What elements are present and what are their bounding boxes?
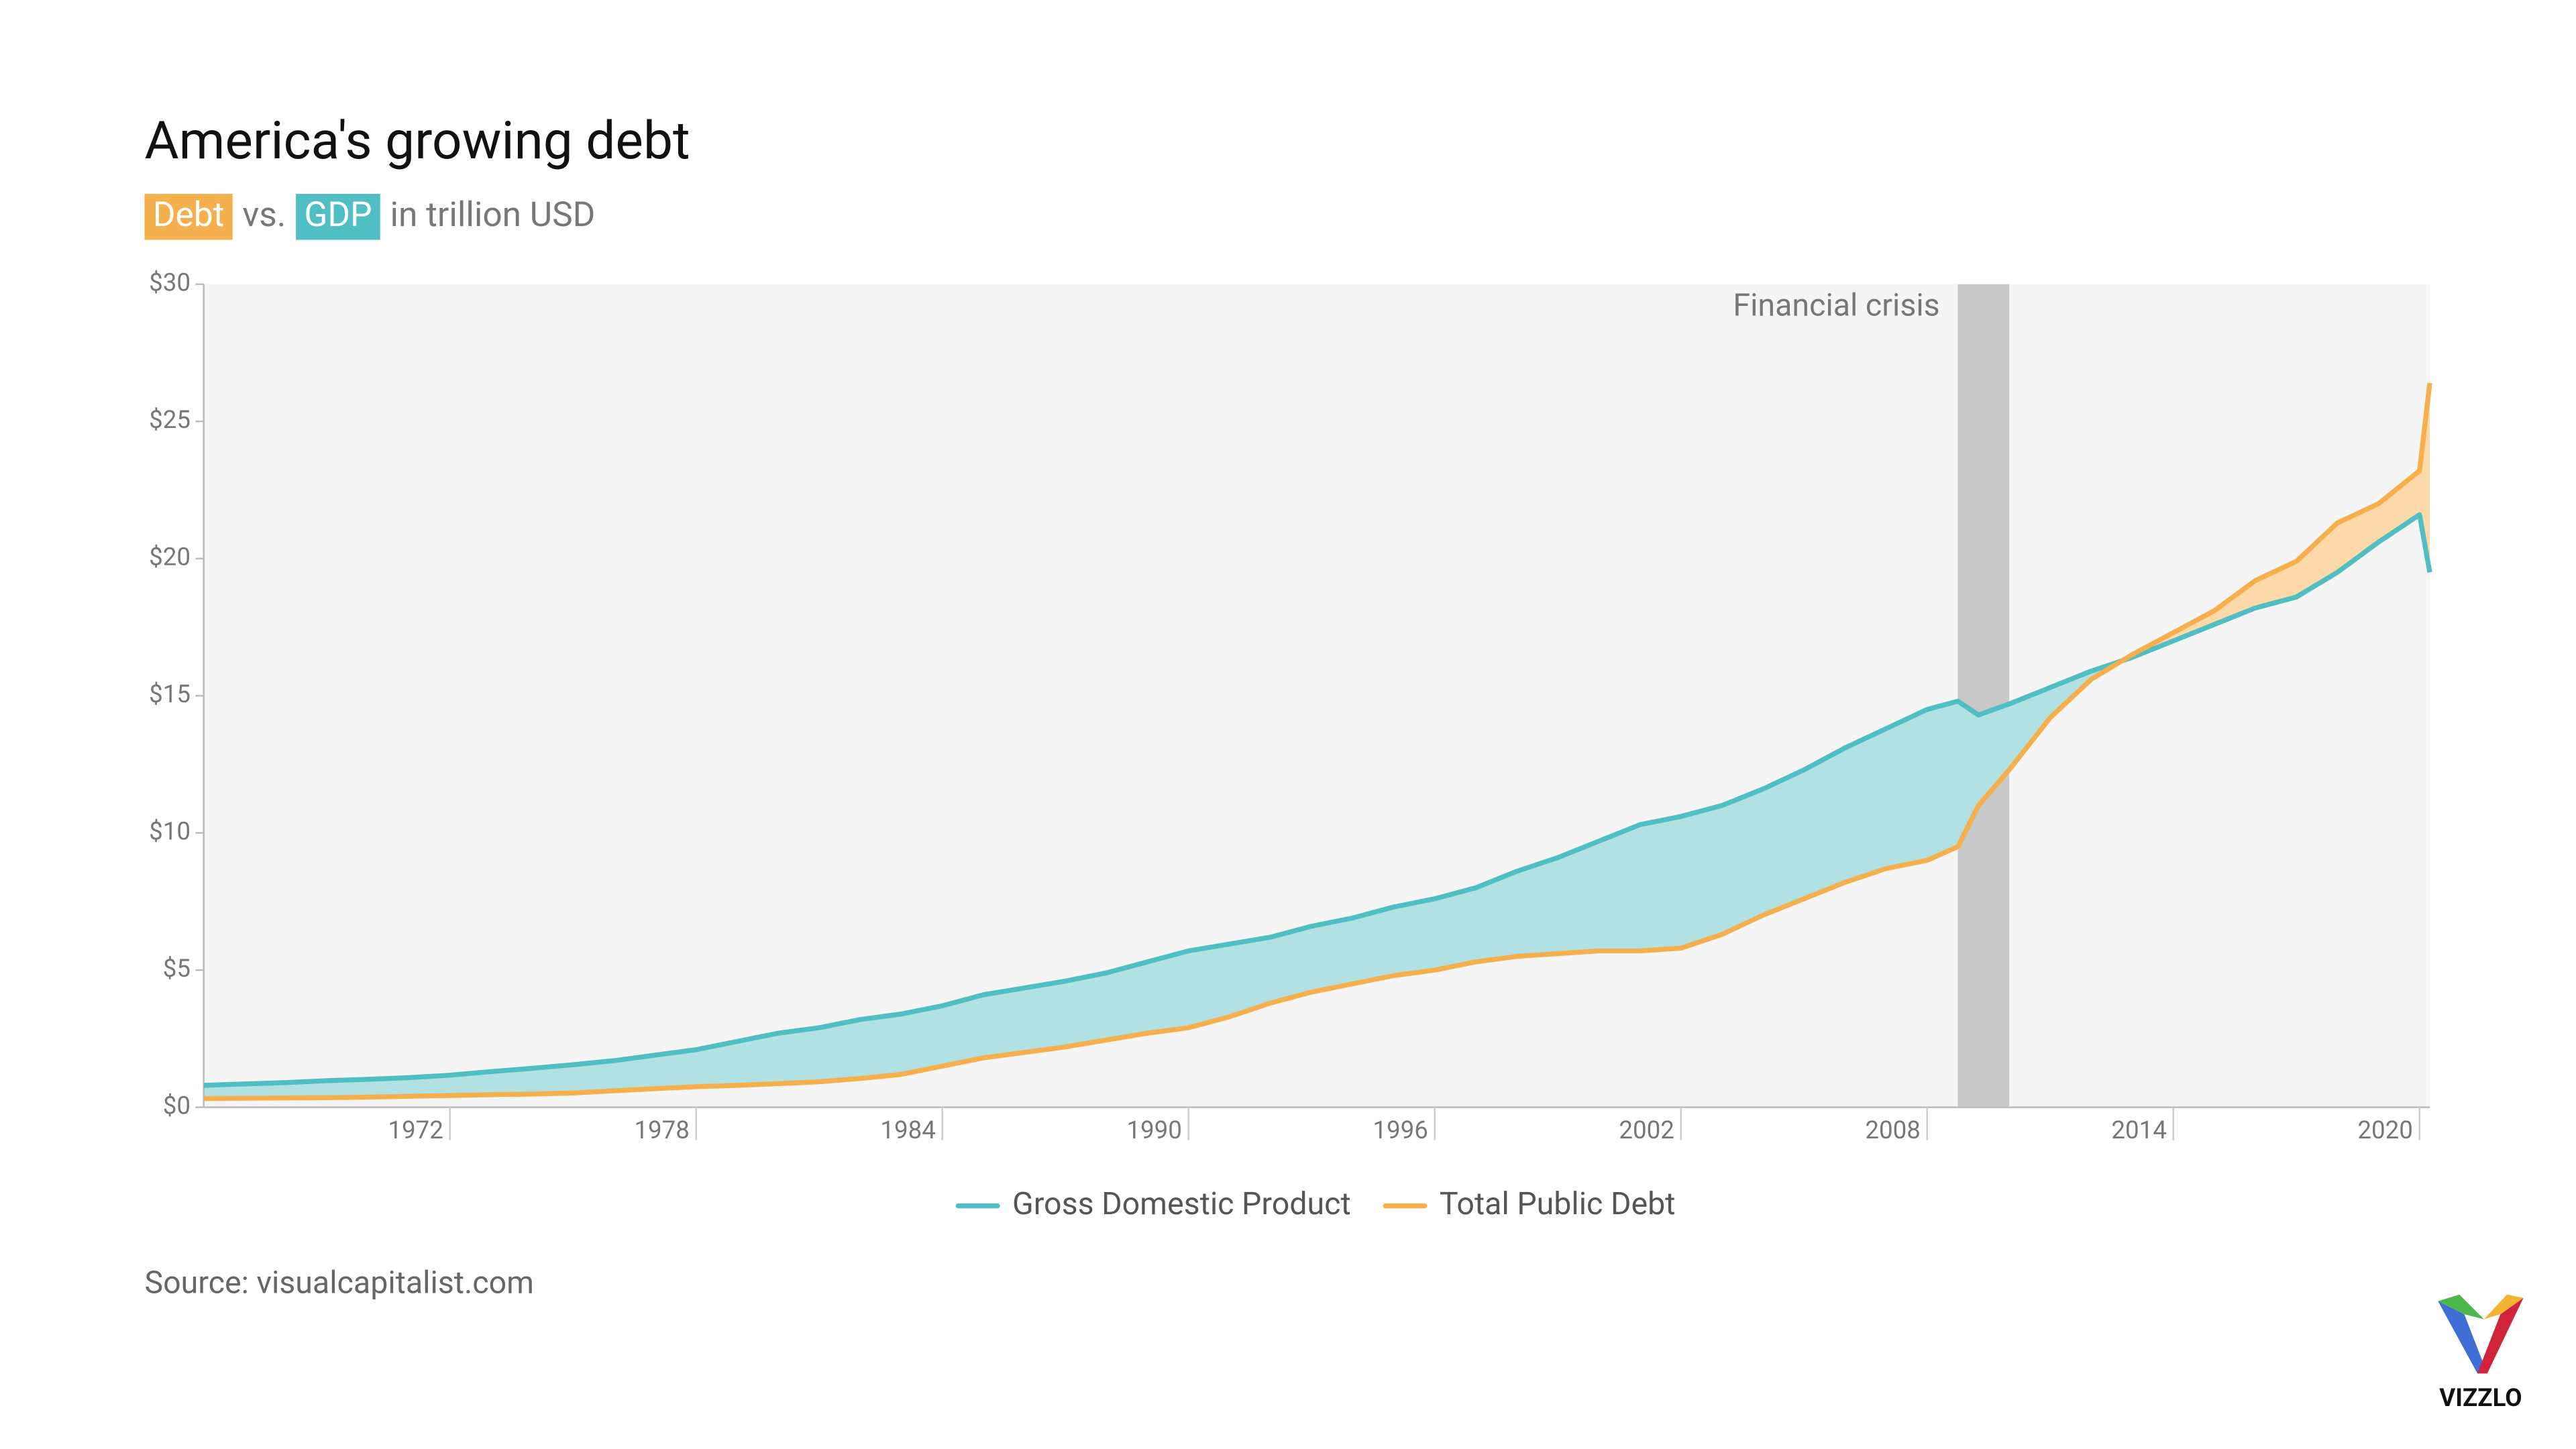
subtitle-text: in trillion USD xyxy=(390,194,595,235)
y-tick-label: $5 xyxy=(163,954,191,983)
legend-label: Total Public Debt xyxy=(1440,1186,1676,1222)
legend: Gross Domestic Product Total Public Debt xyxy=(955,1186,1676,1222)
subtitle-text: GDP xyxy=(304,194,372,235)
x-tick-label: 2020 xyxy=(2357,1116,2413,1144)
source: Source: visualcapitalist.com xyxy=(145,1265,534,1301)
y-tick-label: $20 xyxy=(149,542,191,571)
y-tick-label: $15 xyxy=(149,680,191,708)
subtitle-badge: Debt xyxy=(144,193,233,240)
y-tick-label: $30 xyxy=(149,268,191,297)
subtitle-badge: GDP xyxy=(296,194,380,240)
legend-label: Gross Domestic Product xyxy=(1012,1186,1351,1222)
badge-bg xyxy=(296,193,380,240)
shade-band xyxy=(1957,284,2010,1108)
x-tick-label: 2008 xyxy=(1865,1116,1921,1144)
subtitle-text: vs. xyxy=(242,194,286,235)
shade-label: Financial crisis xyxy=(1733,287,1939,323)
subtitle: Debt vs. GDP in trillion USD xyxy=(144,193,595,240)
y-tick-label: $10 xyxy=(149,816,191,845)
logo-mark xyxy=(2477,1297,2524,1374)
x-tick-label: 2014 xyxy=(2111,1116,2167,1144)
badge-bg xyxy=(144,193,233,240)
subtitle-text: in trillion USD xyxy=(390,194,595,235)
plot: Financial crisis $0 $5 $10 $15 $20 $25 $30 1972 1… xyxy=(149,268,2432,1144)
series-line xyxy=(203,512,2432,1088)
subtitle-text: vs. xyxy=(242,194,286,235)
logo-mark xyxy=(2438,1301,2487,1374)
subtitle-text: Debt xyxy=(153,194,225,235)
x-tick-label: 1978 xyxy=(634,1116,690,1144)
x-tick-label: 1990 xyxy=(1126,1116,1182,1144)
x-tick-label: 1984 xyxy=(880,1116,936,1144)
x-tick-label: 2002 xyxy=(1619,1116,1674,1144)
y-tick-label: $25 xyxy=(149,405,191,434)
series-line xyxy=(203,382,2432,1102)
chart-title: America's growing debt xyxy=(145,110,690,172)
x-tick-label: 1996 xyxy=(1373,1116,1428,1144)
y-tick-label: $0 xyxy=(163,1091,191,1120)
logo-text: VIZZLO xyxy=(2439,1383,2522,1412)
x-tick-label: 1972 xyxy=(388,1116,443,1144)
logo: VIZZLO xyxy=(2438,1294,2524,1412)
logo-mark xyxy=(2438,1294,2484,1320)
logo-mark xyxy=(2483,1294,2524,1320)
